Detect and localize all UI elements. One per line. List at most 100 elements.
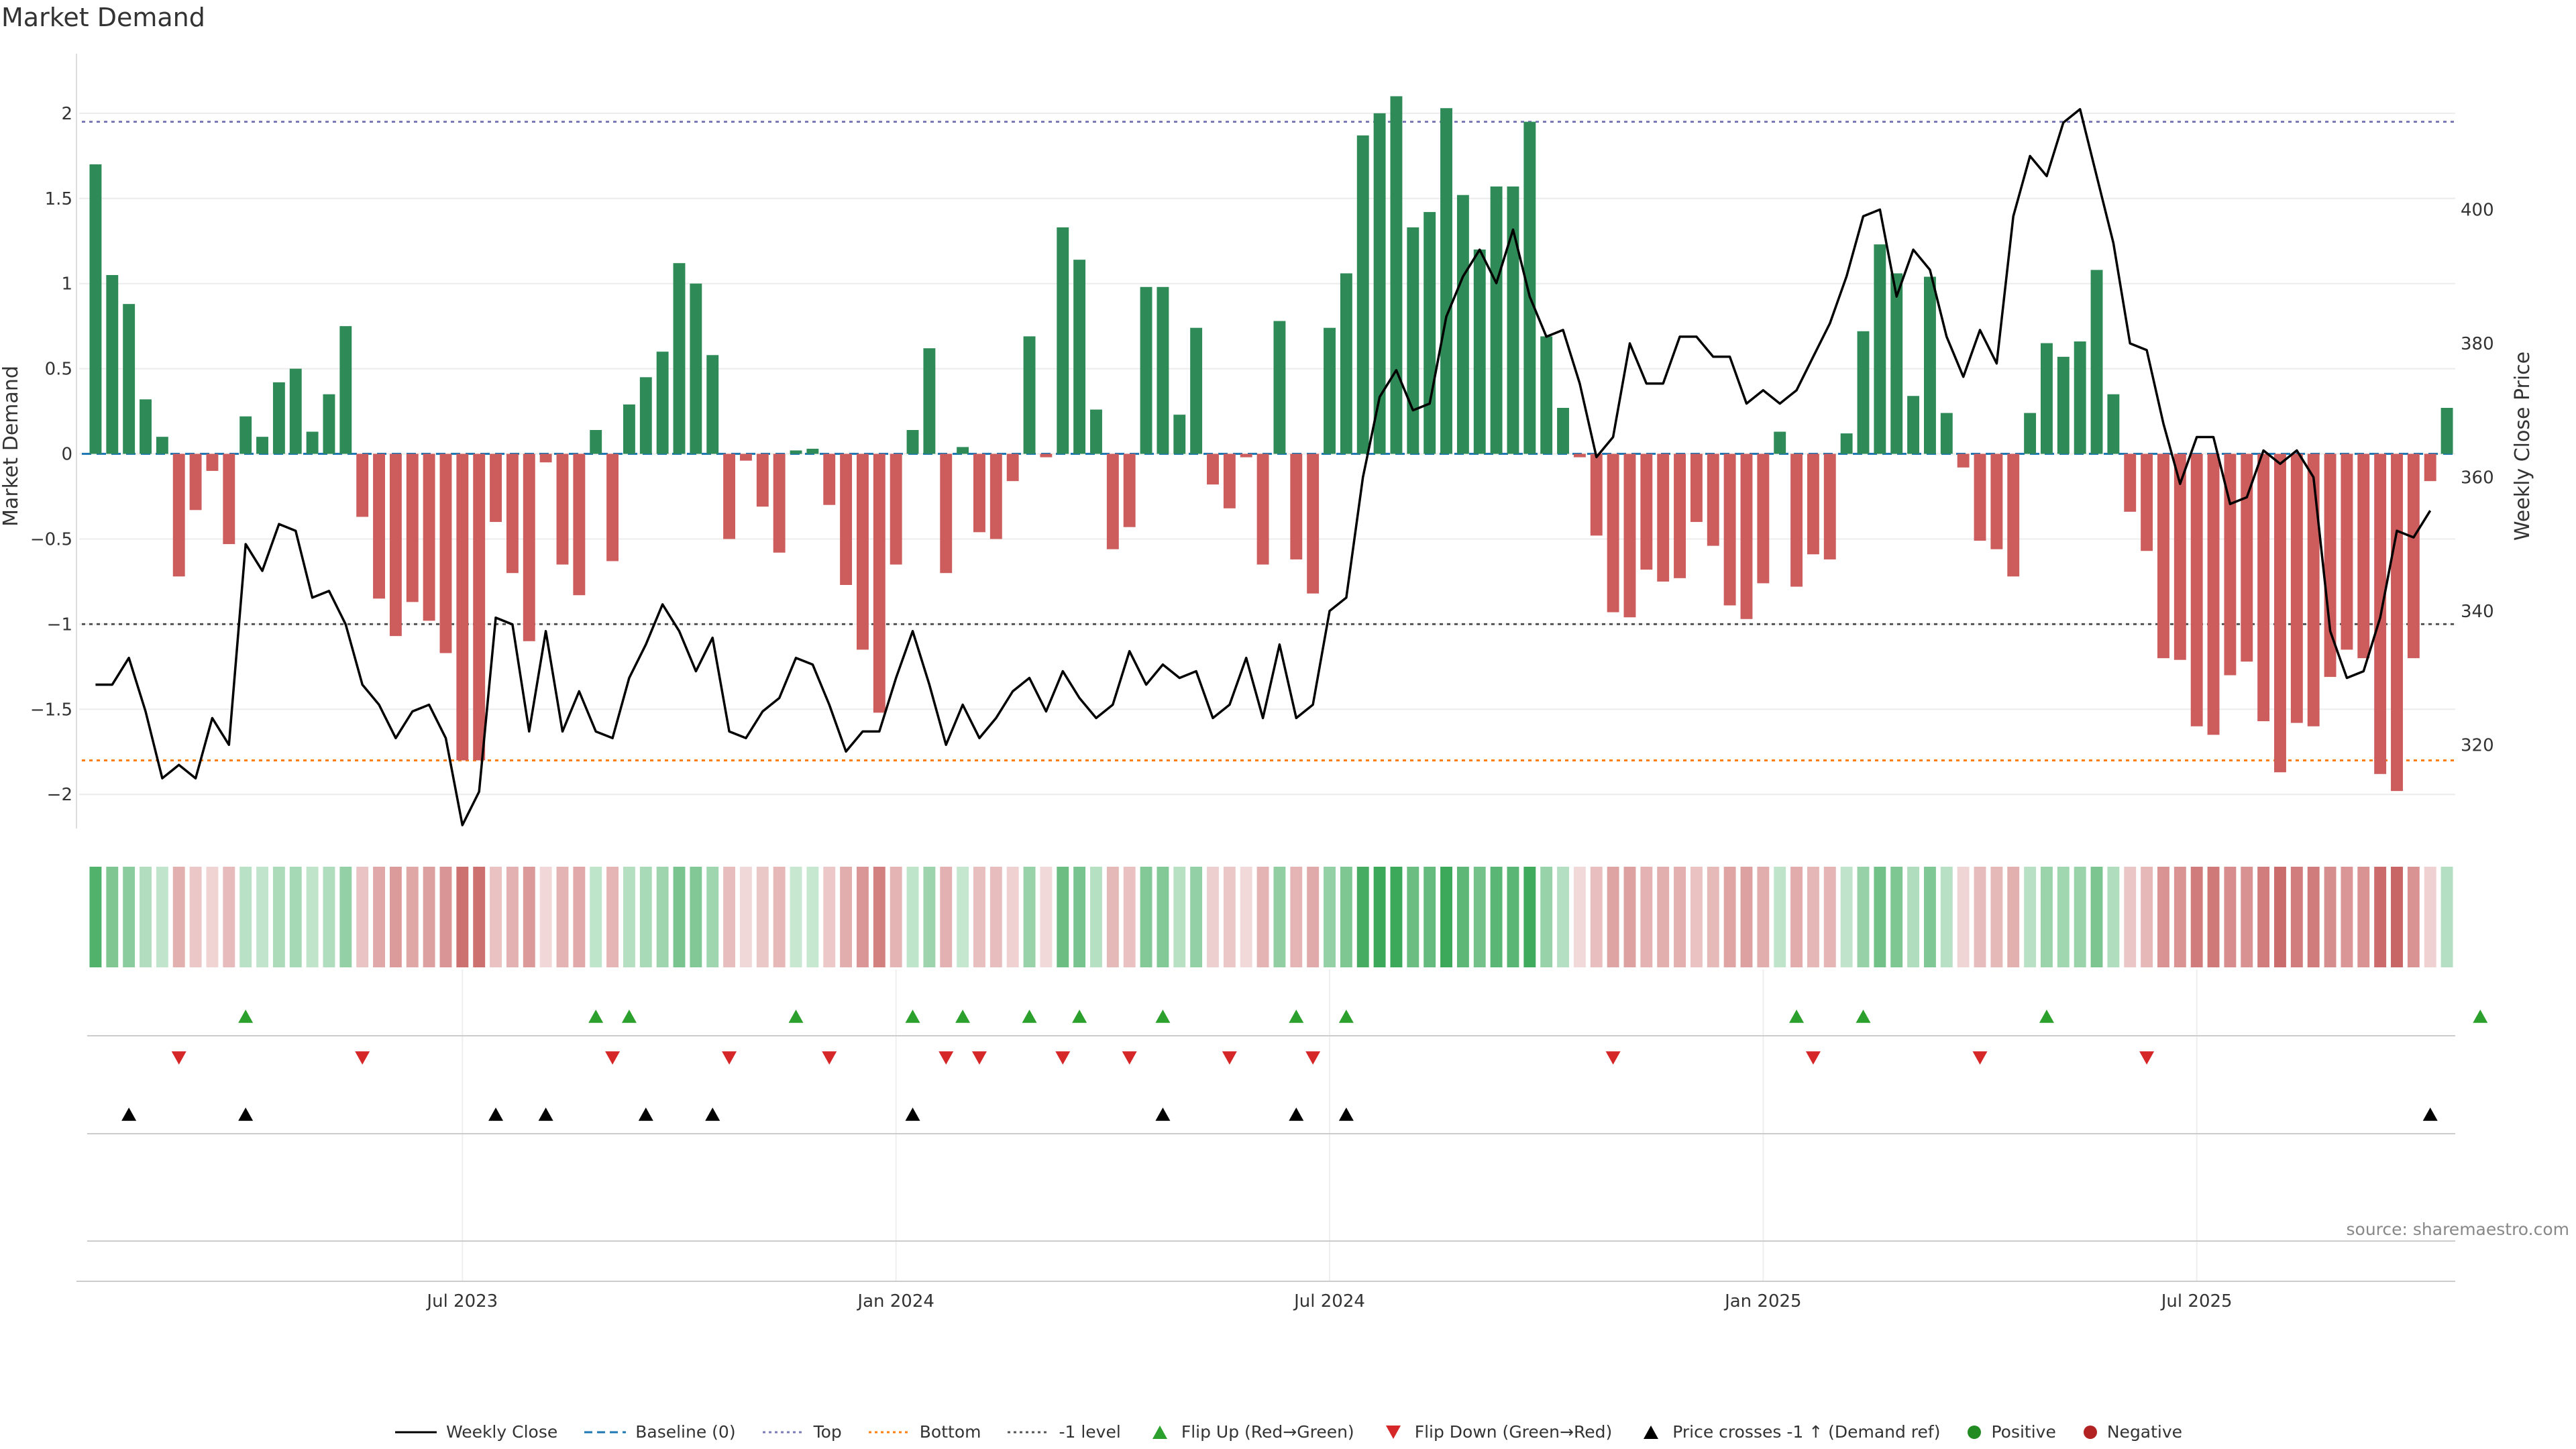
demand-bar-positive — [623, 404, 635, 454]
heat-cell — [2024, 867, 2037, 967]
legend-swatch-icon — [762, 1431, 804, 1433]
demand-bar-negative — [1590, 453, 1603, 536]
heat-cell — [1890, 867, 1903, 967]
legend-swatch-icon — [394, 1431, 437, 1433]
demand-bar-positive — [1456, 195, 1469, 454]
heat-cell — [2341, 867, 2353, 967]
y2-tick-label: 400 — [2461, 200, 2494, 220]
flip-down-marker — [171, 1051, 186, 1065]
flip-up-marker — [1022, 1010, 1037, 1023]
heat-cell — [2041, 867, 2053, 967]
demand-bar-negative — [1290, 453, 1303, 559]
legend-swatch-icon — [868, 1431, 910, 1433]
demand-bar-negative — [2324, 453, 2337, 678]
demand-bar-positive — [1874, 244, 1886, 454]
heat-cell — [239, 867, 252, 967]
demand-bar-negative — [2341, 453, 2353, 650]
y2-tick-label: 340 — [2461, 602, 2494, 622]
demand-bar-positive — [89, 164, 102, 454]
demand-bars — [89, 96, 2453, 792]
heat-cell — [1557, 867, 1569, 967]
legend-item-flip_down: Flip Down (Green→Red) — [1380, 1422, 1613, 1442]
legend-label: -1 level — [1059, 1422, 1121, 1442]
x-tick-label: Jul 2024 — [1293, 1291, 1365, 1311]
heat-cell — [490, 867, 502, 967]
flip-down-marker — [605, 1051, 621, 1065]
heat-cell — [1874, 867, 1886, 967]
demand-bar-negative — [973, 453, 985, 533]
heat-cell — [639, 867, 652, 967]
heat-cell — [857, 867, 869, 967]
demand-bar-negative — [1740, 453, 1753, 619]
flip-down-marker — [2139, 1051, 2155, 1065]
legend-label: Bottom — [919, 1422, 981, 1442]
demand-bar-negative — [2357, 453, 2370, 659]
demand-bar-negative — [890, 453, 902, 565]
legend-label: Flip Down (Green→Red) — [1414, 1422, 1613, 1442]
demand-bar-negative — [1006, 453, 1019, 482]
heat-cell — [556, 867, 569, 967]
heat-cell — [2190, 867, 2203, 967]
demand-bar-negative — [1807, 453, 1819, 555]
heat-cell — [2324, 867, 2337, 967]
demand-bar-negative — [2407, 453, 2420, 659]
y-tick-label: 1.5 — [45, 189, 72, 209]
demand-bar-negative — [2007, 453, 2020, 577]
legend-label: Baseline (0) — [635, 1422, 736, 1442]
heat-cell — [1857, 867, 1870, 967]
demand-bar-negative — [1790, 453, 1803, 587]
heat-cell — [2174, 867, 2186, 967]
y-tick-label: −2 — [47, 785, 72, 805]
demand-bar-positive — [1857, 331, 1870, 454]
demand-bar-negative — [2290, 453, 2303, 723]
heat-cell — [1690, 867, 1703, 967]
price-cross-marker — [705, 1108, 720, 1121]
demand-bar-negative — [456, 453, 469, 761]
demand-bar-positive — [957, 447, 969, 454]
heat-cell — [1740, 867, 1753, 967]
demand-bar-negative — [223, 453, 235, 545]
heat-cell — [1490, 867, 1503, 967]
demand-bar-positive — [106, 275, 119, 454]
heat-cell — [2440, 867, 2453, 967]
heat-cell — [1473, 867, 1486, 967]
demand-bar-positive — [806, 448, 819, 454]
x-tick-label: Jan 2025 — [1723, 1291, 1802, 1311]
heat-cell — [1907, 867, 1920, 967]
flip-up-marker — [2473, 1010, 2488, 1023]
heat-cell — [2107, 867, 2120, 967]
demand-bar-positive — [2074, 341, 2086, 454]
heat-cell — [2057, 867, 2070, 967]
y-axis-title: Market Demand — [0, 366, 23, 527]
flip-down-marker — [938, 1051, 954, 1065]
demand-bar-positive — [1774, 431, 1786, 454]
heat-cell — [906, 867, 919, 967]
price-cross-marker — [1338, 1108, 1354, 1121]
demand-bar-negative — [506, 453, 519, 574]
legend-swatch-icon — [584, 1431, 627, 1433]
flip-up-marker — [588, 1010, 604, 1023]
flip-down-marker — [971, 1051, 987, 1065]
heat-cell — [1623, 867, 1636, 967]
y2-tick-label: 320 — [2461, 735, 2494, 755]
demand-bar-positive — [306, 431, 319, 454]
legend-item-flip_up: Flip Up (Red→Green) — [1146, 1422, 1354, 1442]
demand-bar-negative — [1657, 453, 1670, 582]
demand-bar-positive — [1340, 273, 1352, 454]
heat-cell — [506, 867, 519, 967]
demand-bar-positive — [1390, 96, 1403, 454]
heat-cell — [539, 867, 552, 967]
demand-bar-negative — [1307, 453, 1320, 594]
heat-cell — [523, 867, 535, 967]
heat-cell — [923, 867, 936, 967]
demand-bar-negative — [1707, 453, 1719, 546]
price-cross-marker — [538, 1108, 553, 1121]
demand-bar-negative — [1990, 453, 2003, 549]
heat-cell — [1356, 867, 1369, 967]
legend-swatch-icon — [1644, 1425, 1659, 1439]
demand-bar-positive — [1440, 108, 1452, 454]
heat-cell — [2407, 867, 2420, 967]
demand-bar-positive — [923, 348, 936, 454]
demand-bar-positive — [239, 416, 252, 454]
heat-cell — [1573, 867, 1586, 967]
